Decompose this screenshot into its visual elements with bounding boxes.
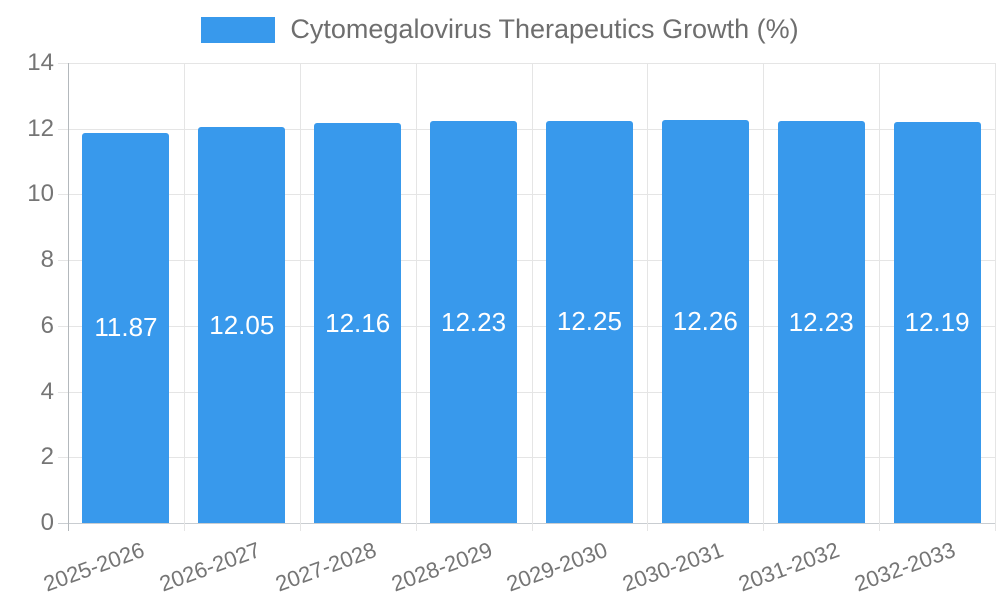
bar[interactable]: 11.87: [82, 132, 170, 523]
bar-value-label: 12.23: [441, 306, 507, 337]
x-gridline: [415, 63, 417, 531]
x-gridline: [299, 63, 301, 531]
x-gridline: [647, 63, 649, 531]
x-gridline: [763, 63, 765, 531]
bar[interactable]: 12.19: [893, 122, 981, 523]
bar-value-label: 12.19: [904, 307, 970, 338]
y-gridline: [58, 63, 995, 64]
y-gridline: [58, 194, 995, 196]
bar-value-label: 11.87: [94, 312, 158, 343]
y-tick-label: 12: [27, 114, 54, 142]
y-tick-label: 6: [40, 311, 54, 339]
x-gridline: [531, 63, 533, 531]
bar[interactable]: 12.16: [314, 123, 402, 523]
bar-value-label: 12.23: [788, 306, 854, 337]
y-axis-line: [68, 63, 69, 531]
bar[interactable]: 12.26: [661, 120, 749, 523]
bar[interactable]: 12.25: [545, 120, 633, 523]
y-tick-label: 4: [40, 377, 54, 405]
y-tick-label: 0: [40, 509, 54, 536]
legend-swatch-icon[interactable]: [201, 16, 276, 43]
x-gridline: [879, 63, 881, 531]
y-gridline: [58, 457, 995, 459]
y-gridline: [58, 128, 995, 130]
bar[interactable]: 12.23: [430, 121, 518, 523]
bar-value-label: 12.26: [672, 306, 738, 337]
y-tick-label: 2: [40, 443, 54, 471]
bar-value-label: 12.16: [325, 307, 391, 338]
y-gridline: [58, 325, 995, 327]
bar-value-label: 12.25: [556, 306, 622, 337]
bar[interactable]: 12.05: [198, 127, 286, 523]
y-gridline: [58, 391, 995, 393]
y-gridline: [58, 523, 995, 524]
x-gridline: [183, 63, 185, 531]
legend[interactable]: Cytomegalovirus Therapeutics Growth (%): [0, 14, 1000, 45]
y-tick-label: 8: [40, 246, 54, 274]
y-gridline: [58, 260, 995, 262]
legend-label[interactable]: Cytomegalovirus Therapeutics Growth (%): [290, 14, 799, 44]
bar-value-label: 12.05: [209, 309, 275, 340]
bar[interactable]: 12.23: [777, 121, 865, 523]
y-tick-label: 14: [27, 49, 54, 76]
y-tick-label: 10: [27, 180, 54, 208]
x-gridline: [995, 63, 996, 531]
